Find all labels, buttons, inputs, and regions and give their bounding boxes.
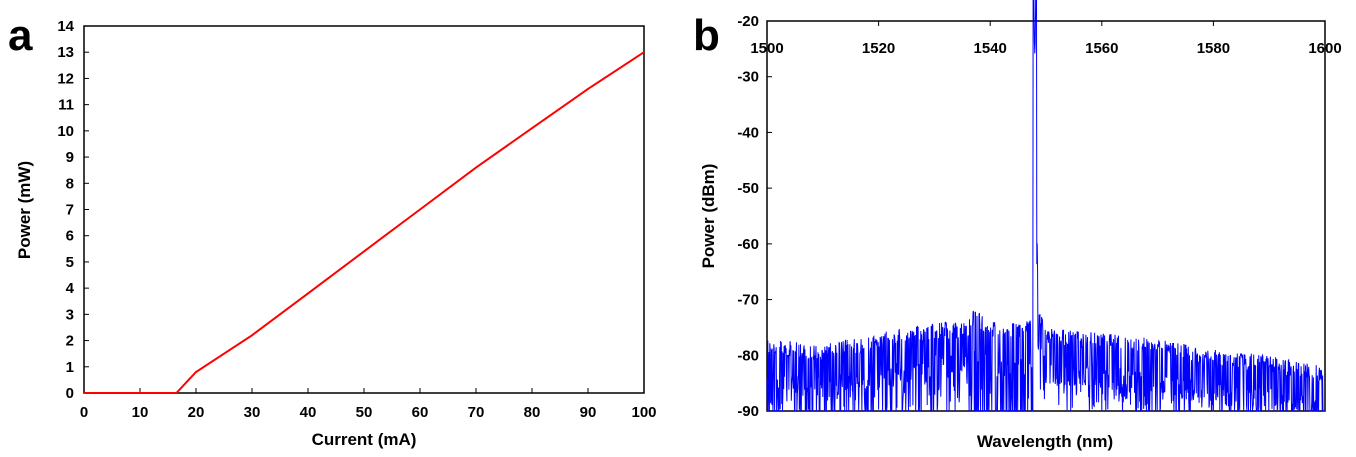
panel-a-y-tick-label: 3: [66, 306, 74, 323]
panel-a-y-tick-label: 1: [66, 359, 74, 376]
panel-a-x-tick-label: 10: [132, 404, 149, 421]
panel-b-y-tick-label: -30: [737, 69, 759, 86]
panel-a-x-ticks: 0 10 20 30 40 50 60 70 80 90 100: [80, 388, 657, 421]
panel-b: b 1500 1520 1540 1560 1580 1600 -20-30-40-50-…: [693, 0, 1342, 451]
panel-a-y-tick-label: 5: [66, 254, 74, 271]
panel-a-x-tick-label: 50: [356, 404, 373, 421]
panel-b-y-tick-label: -70: [737, 292, 759, 309]
panel-a-x-axis-label: Current (mA): [312, 430, 417, 449]
panel-a-plot-frame: [83, 25, 645, 394]
panel-a-x-tick-label: 30: [244, 404, 261, 421]
panel-a-y-tick-label: 2: [66, 333, 74, 350]
panel-b-y-tick-label: -60: [737, 236, 759, 253]
panel-a: a 0 10 20 30 40 50 60 70 80 90 100 012345678910111…: [8, 11, 657, 449]
panel-b-y-tick-label: -50: [737, 180, 759, 197]
panel-a-series-line: [84, 51, 645, 394]
panel-b-y-ticks: -20 -30 -40 -50 -60 -70 -80 -90: [737, 13, 772, 420]
panel-a-y-tick-label: 12: [57, 70, 74, 87]
panel-a-x-tick-label: 60: [412, 404, 429, 421]
panel-a-x-tick-label: 100: [631, 404, 656, 421]
panel-a-y-tick-label: 10: [57, 123, 74, 140]
panel-b-x-tick-label: 1540: [974, 40, 1007, 57]
panel-b-y-tick-label: -90: [737, 403, 759, 420]
panel-b-y-tick-label: -40: [737, 124, 759, 141]
panel-b-x-ticks: 1500 1520 1540 1560 1580 1600: [750, 21, 1342, 57]
panel-a-x-tick-label: 20: [188, 404, 205, 421]
panel-a-y-tick-label: 4: [66, 280, 75, 297]
panel-b-y-axis-label: Power (dBm): [699, 164, 718, 269]
panel-a-y-tick-label: 0: [66, 385, 74, 402]
panel-a-x-tick-label: 70: [468, 404, 485, 421]
panel-b-y-tick-label: -80: [737, 347, 759, 364]
panel-b-series: [766, 0, 1325, 412]
panel-b-plot-frame: [766, 20, 1326, 412]
panel-b-x-tick-label: 1500: [750, 40, 783, 57]
panel-b-x-tick-label: 1600: [1308, 40, 1341, 57]
panel-b-y-tick-label: -20: [737, 13, 759, 30]
panel-a-y-axis-label: Power (mW): [15, 161, 34, 259]
panel-a-y-tick-label: 13: [57, 44, 74, 61]
panel-a-y-tick-label: 11: [58, 97, 74, 114]
panel-a-series: [84, 51, 645, 394]
panel-b-x-tick-label: 1580: [1197, 40, 1230, 57]
panel-b-x-tick-label: 1560: [1085, 40, 1118, 57]
panel-b-x-axis-label: Wavelength (nm): [977, 432, 1113, 451]
panel-b-x-tick-label: 1520: [862, 40, 895, 57]
panel-a-y-tick-label: 14: [57, 18, 74, 35]
panel-a-x-tick-label: 90: [580, 404, 597, 421]
panel-a-label: a: [8, 11, 33, 60]
panel-b-label: b: [693, 11, 720, 60]
panel-a-y-tick-label: 7: [66, 202, 74, 219]
panel-a-y-tick-label: 9: [66, 149, 74, 166]
panel-a-x-tick-label: 0: [80, 404, 88, 421]
panel-a-y-tick-label: 6: [66, 228, 74, 245]
panel-a-y-tick-label: 8: [66, 175, 74, 192]
panel-a-x-tick-label: 80: [524, 404, 541, 421]
panel-b-series-line: [766, 0, 1325, 412]
panel-a-x-tick-label: 40: [300, 404, 317, 421]
